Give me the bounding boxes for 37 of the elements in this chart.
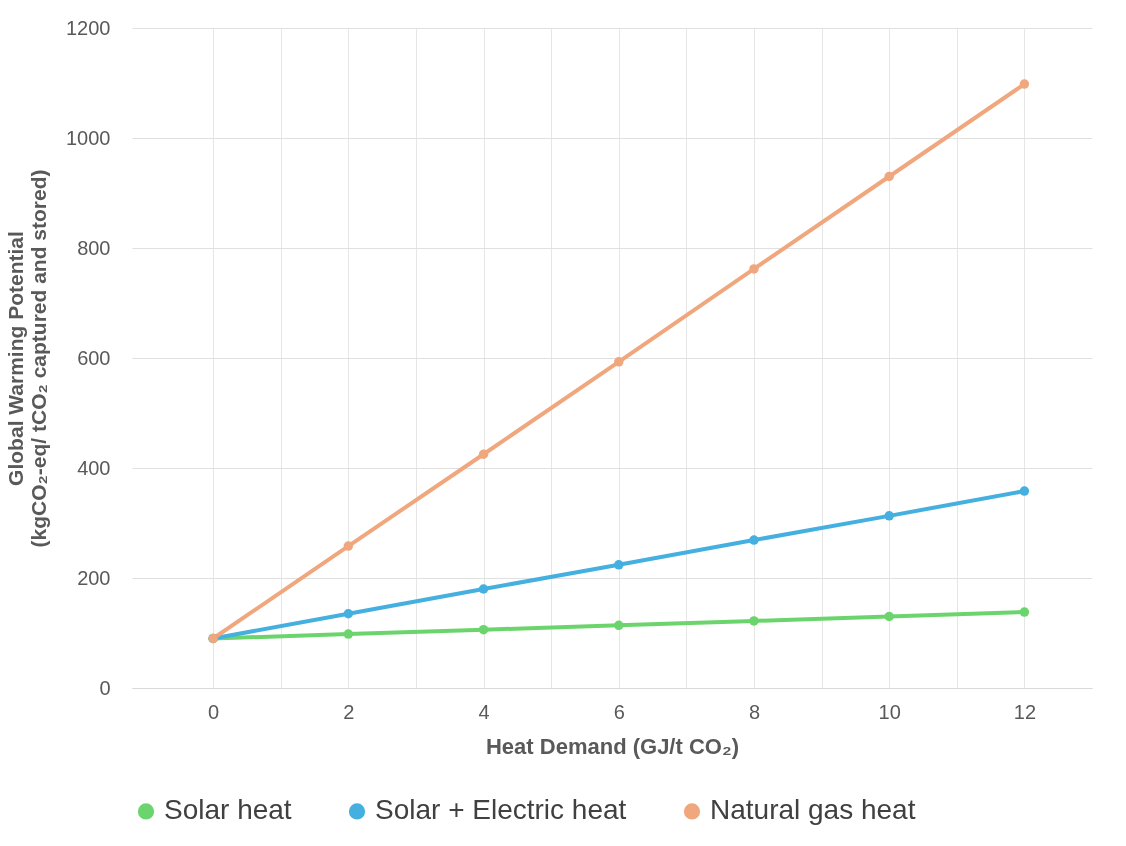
y-tick-label: 600 [77, 346, 111, 369]
point [884, 511, 894, 521]
point [1019, 607, 1030, 617]
point [478, 624, 489, 635]
x-tick-label: 8 [748, 700, 761, 723]
x-tick-label: 4 [478, 700, 490, 723]
legend-label: Natural gas heat [710, 794, 916, 826]
point [884, 171, 894, 182]
point [614, 560, 624, 570]
legend-label: Solar heat [164, 794, 292, 826]
point [749, 264, 759, 274]
point [343, 609, 354, 619]
x-tick-label: 6 [613, 700, 625, 723]
point [614, 620, 624, 631]
point [343, 629, 354, 639]
y-axis-title: Global Warming Potential (kgCO₂-eq/ tCO₂ captured and stored) [4, 169, 51, 548]
point [1019, 79, 1030, 89]
y-tick-label: 1200 [66, 16, 111, 39]
point [884, 611, 894, 622]
point [478, 449, 489, 459]
y-tick-label: 200 [77, 566, 111, 589]
y-tick-label: 800 [77, 236, 111, 259]
x-tick-label: 12 [1013, 700, 1037, 723]
y-tick-label: 400 [77, 456, 111, 479]
x-tick-label: 0 [208, 700, 220, 723]
legend-label: Solar + Electric heat [375, 794, 627, 826]
x-tick-label: 10 [878, 700, 901, 723]
x-axis-title: Heat Demand (GJ/t CO₂) [485, 733, 740, 759]
y-tick-label: 0 [99, 676, 111, 699]
point [749, 616, 759, 626]
y-tick-label: 1000 [66, 126, 111, 149]
x-tick-label: 2 [343, 700, 355, 723]
point [478, 584, 489, 594]
point [1019, 486, 1030, 496]
point [343, 541, 354, 551]
point [749, 535, 759, 545]
point [614, 357, 624, 367]
